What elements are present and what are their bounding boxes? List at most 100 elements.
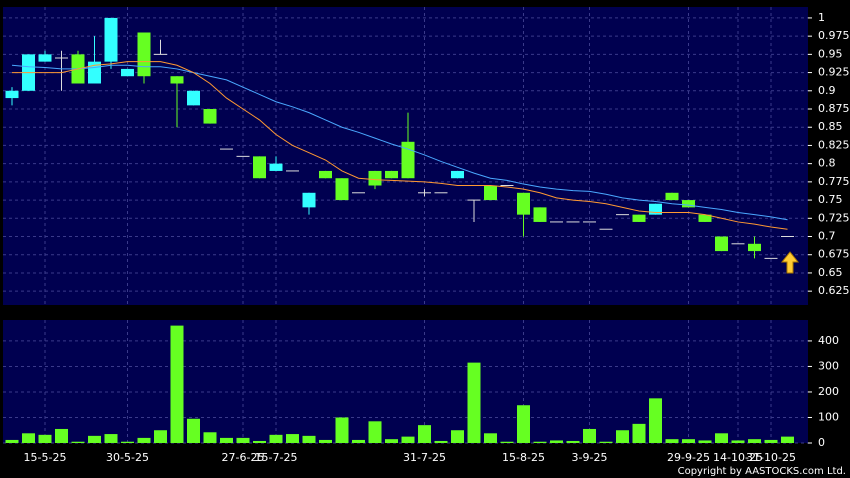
arrow-icon — [780, 251, 800, 274]
y-tick-label: 0.925 — [818, 66, 850, 79]
candle-body — [38, 54, 52, 62]
candle-body — [302, 192, 316, 208]
candle-body — [665, 192, 679, 201]
y-tick-label: 0.7 — [818, 230, 836, 243]
volume-bar — [385, 439, 398, 443]
volume-bar — [484, 433, 497, 443]
volume-bar — [286, 434, 299, 443]
candle-body — [451, 170, 464, 179]
y-tick-label: 0.65 — [818, 266, 843, 279]
volume-bar — [401, 436, 415, 443]
x-tick-label: 29-9-25 — [667, 451, 710, 464]
volume-bar — [649, 398, 662, 443]
x-tick-label: 15-5-25 — [24, 451, 67, 464]
volume-bar — [88, 435, 101, 443]
volume-bar — [599, 441, 613, 443]
volume-bar — [236, 437, 250, 443]
candle-body — [5, 90, 19, 99]
candle-body — [121, 68, 134, 77]
y-tick-label: 200 — [818, 385, 839, 398]
volume-bar — [368, 421, 382, 443]
volume-bar — [566, 440, 580, 443]
volume-bar — [335, 417, 349, 443]
moving-average-line — [11, 64, 788, 221]
candle-body — [203, 109, 217, 124]
y-tick-label: 0.675 — [818, 248, 850, 261]
volume-bar — [764, 439, 778, 443]
volume-bar — [187, 418, 200, 443]
volume-bar — [698, 440, 712, 443]
volume-bar — [137, 437, 151, 443]
volume-bar — [715, 433, 728, 443]
volume-bar — [220, 437, 233, 443]
x-tick-label: 3-9-25 — [572, 451, 608, 464]
y-tick-label: 0.8 — [818, 157, 836, 170]
candle-body — [715, 236, 728, 252]
volume-bar — [203, 432, 217, 443]
moving-average-line — [12, 61, 788, 230]
x-tick-label: 30-5-25 — [106, 451, 149, 464]
candle-body — [335, 178, 349, 201]
y-tick-label: 0.725 — [818, 211, 850, 224]
y-tick-label: 0 — [818, 436, 825, 449]
y-tick-label: 100 — [818, 410, 839, 423]
x-tick-label: 31-7-25 — [403, 451, 446, 464]
volume-bar — [121, 441, 134, 443]
volume-bar — [418, 425, 431, 443]
volume-bar — [451, 430, 464, 443]
volume-bar — [319, 439, 332, 443]
candle-body — [484, 185, 497, 201]
candle-body — [385, 170, 398, 179]
y-tick-label: 0.875 — [818, 102, 850, 115]
volume-bar — [616, 430, 629, 443]
x-tick-label: 15-7-25 — [255, 451, 298, 464]
candle-body — [104, 17, 118, 62]
candle-body — [533, 207, 547, 222]
y-tick-label: 0.85 — [818, 120, 843, 133]
x-tick-label: 14-10-25 — [713, 451, 763, 464]
candle-body — [649, 203, 662, 215]
volume-bar — [170, 325, 184, 443]
volume-bar — [253, 440, 266, 443]
volume-bar — [269, 434, 283, 443]
volume-bar — [154, 430, 167, 443]
copyright: Copyright by AASTOCKS.com Ltd. — [678, 466, 846, 477]
volume-bar — [533, 441, 547, 443]
y-tick-label: 0.75 — [818, 193, 843, 206]
y-tick-label: 0.775 — [818, 175, 850, 188]
candle-body — [137, 32, 151, 77]
candle-body — [632, 214, 646, 222]
y-tick-label: 0.975 — [818, 29, 850, 42]
volume-bar — [467, 362, 481, 443]
candle-body — [682, 200, 695, 208]
x-tick-label: 27-6-25 — [222, 451, 265, 464]
y-tick-label: 400 — [818, 334, 839, 347]
candle-body — [748, 243, 761, 252]
y-tick-label: 1 — [818, 11, 825, 24]
volume-bar — [731, 440, 745, 443]
volume-bar — [748, 439, 761, 443]
x-tick-label: 31-10-25 — [746, 451, 796, 464]
volume-bar — [434, 440, 448, 443]
volume-bar — [22, 433, 35, 443]
candle-body — [269, 163, 283, 171]
volume-bar — [55, 428, 68, 443]
volume-bar — [682, 439, 695, 443]
volume-bar — [104, 434, 118, 443]
volume-bar — [5, 439, 19, 443]
candle-body — [517, 192, 530, 215]
y-tick-label: 0.825 — [818, 138, 850, 151]
volume-bar — [781, 436, 794, 443]
volume-bar — [38, 434, 52, 443]
volume-bar — [302, 435, 316, 443]
volume-bar — [71, 441, 85, 443]
candle-body — [368, 170, 382, 186]
y-tick-label: 300 — [818, 359, 839, 372]
candle-body — [401, 141, 415, 179]
candle-body — [698, 214, 712, 222]
volume-bar — [665, 439, 679, 443]
volume-bar — [500, 441, 514, 443]
x-tick-label: 15-8-25 — [502, 451, 545, 464]
volume-bar — [517, 405, 530, 443]
